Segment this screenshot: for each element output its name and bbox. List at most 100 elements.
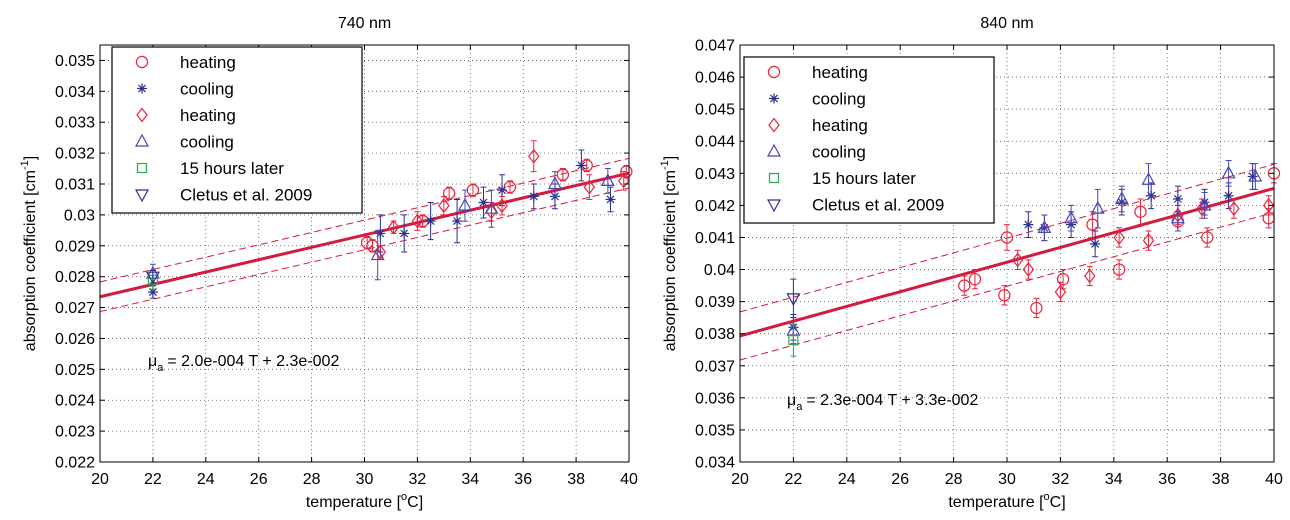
y-axis-label-main: absorption coefficient [cm xyxy=(22,170,39,351)
data-point xyxy=(528,148,540,164)
x-tick-label: 26 xyxy=(891,471,909,488)
error-bar xyxy=(551,171,558,197)
data-point xyxy=(1172,193,1183,204)
y-axis-label-end: ] xyxy=(662,156,679,160)
y-axis-label-sup: -1 xyxy=(659,160,671,170)
error-bar xyxy=(374,229,381,281)
legend-marker xyxy=(135,55,149,69)
x-tick-label: 40 xyxy=(1265,471,1283,488)
fit-equation: μa = 2.3e-004 T + 3.3e-002 xyxy=(787,392,978,413)
error-bar xyxy=(530,140,537,173)
error-bar xyxy=(1252,163,1259,190)
data-point xyxy=(583,179,596,195)
fit-equation-text: = 2.3e-004 T + 3.3e-002 xyxy=(806,392,978,409)
data-point xyxy=(1090,200,1105,214)
data-point xyxy=(1248,168,1263,182)
fit-equation-text: = 2.0e-004 T + 2.3e-002 xyxy=(167,353,339,370)
error-bar xyxy=(1145,163,1152,197)
x-tick-label: 40 xyxy=(620,471,638,488)
legend-marker xyxy=(766,143,782,157)
data-point xyxy=(411,213,424,229)
error-bar xyxy=(586,174,593,200)
error-bar xyxy=(790,278,797,319)
fit-line xyxy=(99,171,630,299)
data-point xyxy=(1054,284,1067,300)
data-point xyxy=(1064,210,1079,224)
error-bar xyxy=(1041,214,1048,242)
data-point xyxy=(1228,201,1240,217)
data-point xyxy=(786,293,801,307)
data-point xyxy=(1134,205,1147,218)
legend-label: cooling xyxy=(812,90,866,109)
x-tick-label: 28 xyxy=(945,471,963,488)
x-tick-label: 26 xyxy=(250,471,268,488)
series-1 xyxy=(147,149,616,299)
fit-equation-sub: a xyxy=(796,401,803,413)
data-point xyxy=(1197,197,1212,211)
data-point xyxy=(484,200,499,214)
y-tick-label: 0.031 xyxy=(55,177,95,194)
legend-box xyxy=(111,46,363,214)
x-tick-label: 36 xyxy=(514,471,532,488)
legend: heating cooling heating cooling 15 hours lat… xyxy=(111,46,363,214)
legend-label: Cletus et al. 2009 xyxy=(812,196,944,215)
error-bar xyxy=(462,189,469,222)
legend-marker xyxy=(136,107,148,123)
data-point xyxy=(600,173,615,187)
data-point xyxy=(1113,229,1125,245)
x-tick-label: 30 xyxy=(356,471,374,488)
data-point xyxy=(1141,171,1156,185)
legend-label: heating xyxy=(812,116,868,135)
error-bar xyxy=(1174,204,1181,232)
y-tick-label: 0.046 xyxy=(695,70,735,87)
data-point xyxy=(556,168,570,181)
legend-label: heating xyxy=(180,53,236,72)
error-bar xyxy=(604,168,611,194)
x-tick-label: 30 xyxy=(998,471,1016,488)
error-bar xyxy=(1201,192,1208,219)
x-tick-label: 24 xyxy=(197,471,215,488)
x-tick-label: 20 xyxy=(91,471,109,488)
legend-box xyxy=(743,56,995,224)
legend-label: cooling xyxy=(180,80,234,99)
x-tick-label: 36 xyxy=(1158,471,1176,488)
x-axis-label-main: temperature [ xyxy=(306,494,402,511)
data-point xyxy=(442,187,456,200)
x-tick-label: 34 xyxy=(1105,471,1123,488)
y-tick-label: 0.024 xyxy=(55,393,95,410)
x-axis-label-sup: o xyxy=(401,491,407,503)
data-point xyxy=(1262,197,1275,213)
y-tick-label: 0.038 xyxy=(695,326,735,343)
y-tick-label: 0.042 xyxy=(695,198,735,215)
fit-equation-sub: a xyxy=(157,362,164,374)
fit-upper-bound xyxy=(99,157,630,283)
error-bar xyxy=(1001,285,1008,306)
y-tick-label: 0.028 xyxy=(55,269,95,286)
data-point xyxy=(147,287,158,298)
data-point xyxy=(438,198,450,214)
y-tick-label: 0.036 xyxy=(695,390,735,407)
legend-label: 15 hours later xyxy=(812,169,916,188)
legend-label: heating xyxy=(180,106,236,125)
error-bar xyxy=(1204,227,1211,248)
fit-equation-mu: μ xyxy=(148,353,157,370)
legend-marker xyxy=(137,83,147,94)
y-tick-label: 0.037 xyxy=(695,358,735,375)
x-tick-label: 28 xyxy=(303,471,321,488)
y-axis-label: absorption coefficient [cm-1] xyxy=(19,156,39,351)
legend-label: cooling xyxy=(180,133,234,152)
error-bar xyxy=(1033,297,1040,319)
data-point xyxy=(1196,201,1208,217)
data-point xyxy=(576,160,587,171)
legend: heating cooling heating cooling 15 hours lat… xyxy=(743,56,995,224)
data-point xyxy=(370,247,385,261)
error-bar xyxy=(961,275,968,296)
x-tick-label: 34 xyxy=(461,471,479,488)
legend-label: Cletus et al. 2009 xyxy=(180,186,312,205)
data-point xyxy=(399,228,410,239)
legend-label: cooling xyxy=(812,143,866,162)
x-axis-label-end: C] xyxy=(407,494,423,511)
chart-title: 740 nm xyxy=(338,15,391,32)
data-point xyxy=(425,216,436,227)
x-tick-label: 38 xyxy=(1212,471,1230,488)
